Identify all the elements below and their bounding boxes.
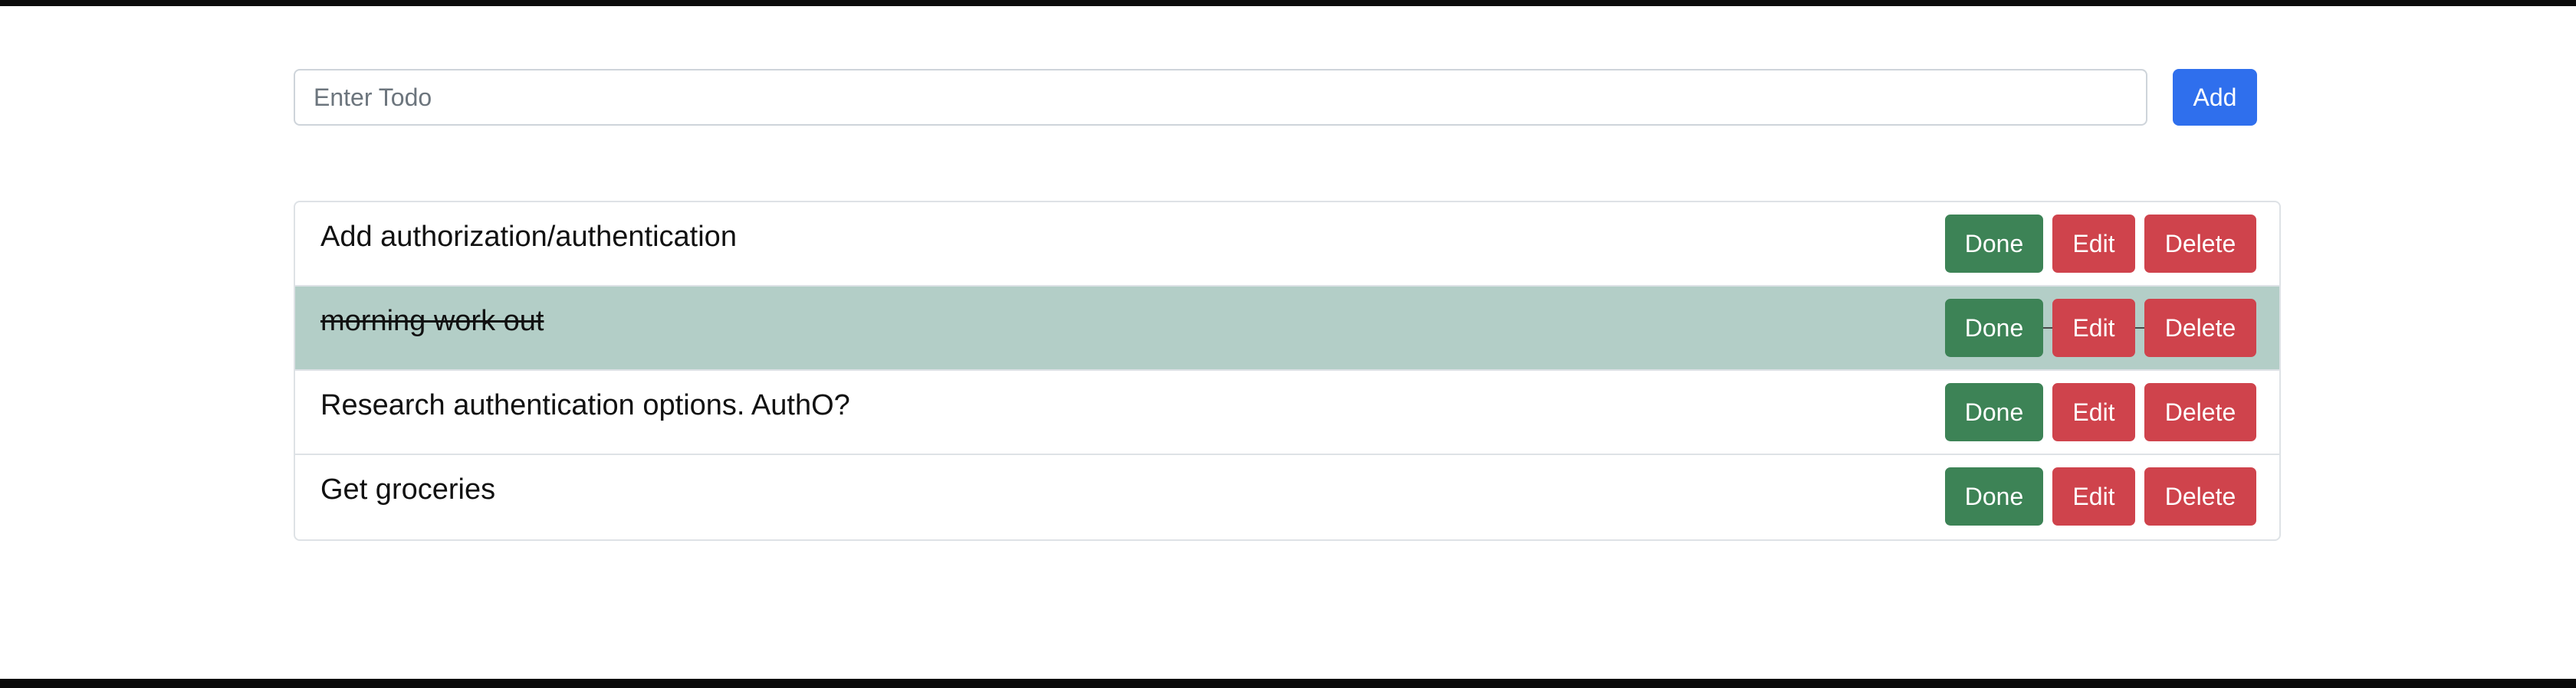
- done-button[interactable]: Done: [1945, 467, 2043, 526]
- todo-actions: Done Edit Delete: [1945, 299, 2256, 357]
- delete-button[interactable]: Delete: [2144, 383, 2256, 441]
- window-bottom-border: [0, 679, 2576, 688]
- done-button[interactable]: Done: [1945, 299, 2043, 357]
- todo-text: Research authentication options. AuthO?: [320, 389, 850, 421]
- done-button[interactable]: Done: [1945, 215, 2043, 273]
- edit-button[interactable]: Edit: [2052, 467, 2135, 526]
- todo-item: Get groceries Done Edit Delete: [295, 455, 2279, 539]
- todo-text: Add authorization/authentication: [320, 221, 737, 253]
- todo-list: Add authorization/authentication Done Ed…: [294, 201, 2281, 541]
- todo-actions: Done Edit Delete: [1945, 383, 2256, 441]
- todo-item: Research authentication options. AuthO? …: [295, 371, 2279, 455]
- window-top-border: [0, 0, 2576, 6]
- delete-button[interactable]: Delete: [2144, 215, 2256, 273]
- todo-actions: Done Edit Delete: [1945, 467, 2256, 526]
- delete-button[interactable]: Delete: [2144, 299, 2256, 357]
- edit-button[interactable]: Edit: [2052, 383, 2135, 441]
- todo-item: Add authorization/authentication Done Ed…: [295, 202, 2279, 287]
- todo-item-completed: morning work out Done Edit Delete: [295, 287, 2279, 371]
- done-button[interactable]: Done: [1945, 383, 2043, 441]
- add-button[interactable]: Add: [2173, 69, 2257, 126]
- todo-text: morning work out: [320, 305, 544, 337]
- todo-input[interactable]: [294, 69, 2147, 126]
- todo-actions: Done Edit Delete: [1945, 215, 2256, 273]
- edit-button[interactable]: Edit: [2052, 299, 2135, 357]
- delete-button[interactable]: Delete: [2144, 467, 2256, 526]
- todo-text: Get groceries: [320, 473, 496, 506]
- edit-button[interactable]: Edit: [2052, 215, 2135, 273]
